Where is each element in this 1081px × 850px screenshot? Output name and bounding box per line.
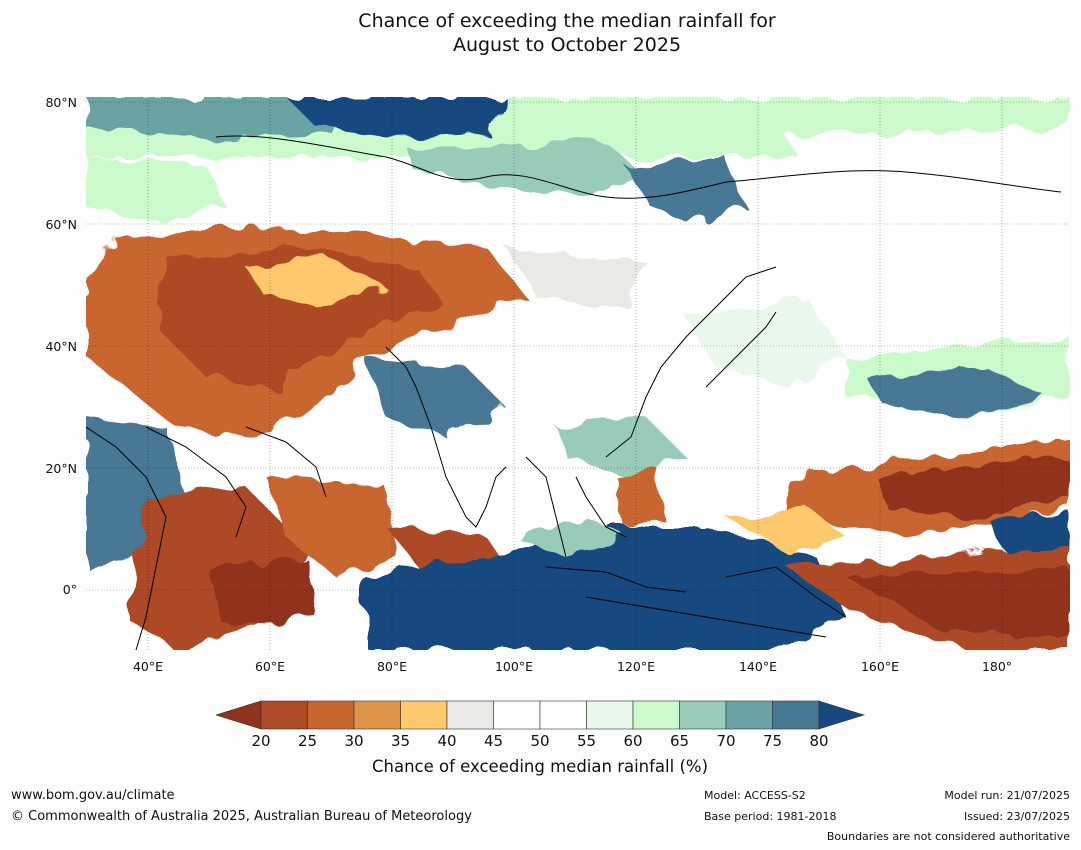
chart-title-line1: Chance of exceeding the median rainfall … [358,10,776,32]
colorbar-swatch-30-35 [353,700,401,730]
colorbar-tick-80: 80 [809,732,829,750]
colorbar-tick-40: 40 [437,732,457,750]
colorbar-tick-55: 55 [576,732,597,750]
colorbar-swatch-50-55 [539,700,587,730]
model-name: Model: ACCESS-S2 [704,789,806,802]
colorbar-swatch-40-45 [446,700,494,730]
lon-label-80e: 80°E [376,659,408,674]
colorbar-swatch-65-70 [679,700,727,730]
colorbar-tick-65: 65 [669,732,690,750]
graticule [86,97,1070,650]
colorbar-label: Chance of exceeding median rainfall (%) [371,757,709,776]
colorbar-tick-45: 45 [483,732,504,750]
lat-label-20n: 20°N [45,461,77,476]
model-run-date: Model run: 21/07/2025 [944,789,1070,802]
colorbar-extend-high [818,700,866,730]
colorbar-swatch-70-75 [725,700,773,730]
base-period: Base period: 1981-2018 [704,810,837,823]
lon-label-40e: 40°E [132,659,164,674]
lon-label-160e: 160°E [860,659,899,674]
issued-date: Issued: 23/07/2025 [963,810,1070,823]
copyright-text: © Commonwealth of Australia 2025, Austra… [11,809,472,824]
colorbar-swatch-75-80 [772,700,820,730]
colorbar-tick-35: 35 [390,732,411,750]
boundaries-disclaimer: Boundaries are not considered authoritat… [826,830,1070,843]
colorbar-swatch-45-50 [493,700,541,730]
colorbar-extend-low [216,700,262,730]
colorbar-swatch-55-60 [586,700,634,730]
colorbar-swatch-20-25 [260,700,308,730]
website-link[interactable]: www.bom.gov.au/climate [11,788,175,803]
colorbar-tick-20: 20 [251,732,271,750]
rainfall-shading [86,97,1070,650]
lon-label-140e: 140°E [738,659,777,674]
colorbar-swatch-60-65 [632,700,680,730]
lon-label-100e: 100°E [494,659,533,674]
lon-label-180: 180° [981,659,1013,674]
colorbar-tick-50: 50 [530,732,550,750]
lat-label-0: 0° [62,582,77,597]
colorbar-swatch-35-40 [400,700,448,730]
rainfall-probability-map [86,97,1070,650]
colorbar [216,700,866,730]
colorbar-tick-75: 75 [762,732,783,750]
chart-title-line2: August to October 2025 [452,34,682,56]
lat-label-60n: 60°N [45,217,77,232]
colorbar-tick-25: 25 [297,732,318,750]
colorbar-tick-60: 60 [623,732,643,750]
colorbar-swatch-25-30 [307,700,355,730]
lon-label-60e: 60°E [254,659,286,674]
coastlines [86,135,1062,650]
lat-label-40n: 40°N [45,339,77,354]
colorbar-tick-30: 30 [344,732,364,750]
lon-label-120e: 120°E [616,659,655,674]
chart-title: Chance of exceeding the median rainfall … [0,9,1081,57]
lat-label-80n: 80°N [45,95,77,110]
colorbar-tick-70: 70 [716,732,736,750]
map-svg [86,97,1070,650]
